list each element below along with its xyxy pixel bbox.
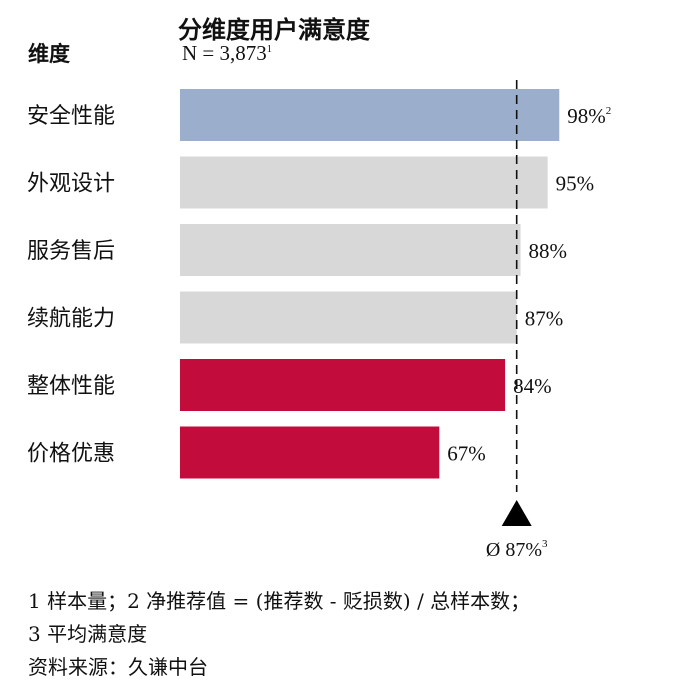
footnote-line-2: 3 平均满意度 (28, 622, 148, 646)
footnotes: 1 样本量；2 净推荐值 = (推荐数 - 贬损数) / 总样本数； 3 平均满… (28, 585, 530, 684)
chart-title: 分维度用户满意度 (178, 15, 370, 44)
category-label-5: 整体性能 (27, 374, 115, 399)
average-marker (501, 500, 532, 526)
value-label-6: 67% (447, 442, 486, 466)
category-label-3: 服务售后 (27, 239, 115, 264)
bar-2 (180, 156, 548, 209)
bar-6 (180, 426, 440, 479)
value-label-4: 87% (525, 307, 564, 331)
value-label-3: 88% (529, 239, 568, 263)
category-label-4: 续航能力 (27, 307, 115, 332)
category-label-1: 安全性能 (27, 104, 115, 129)
chart-subtitle: N = 3,8731 (182, 41, 272, 66)
footnote-line-1: 1 样本量；2 净推荐值 = (推荐数 - 贬损数) / 总样本数； (28, 589, 531, 613)
bar-1 (180, 89, 560, 141)
value-label-5: 84% (513, 374, 552, 398)
average-label: Ø 87%3 (486, 538, 548, 561)
sample-size: N = 3,873 (182, 41, 267, 65)
sample-size-footnote-mark: 1 (266, 44, 273, 55)
value-label-1: 98%2 (567, 104, 611, 128)
bar-5 (180, 359, 506, 411)
bar-chart: 安全性能 98%2 外观设计 95% 服务售后 88% 续航能力 87% 整体性能 84% 价格优惠… (27, 80, 611, 561)
bar-4 (180, 291, 517, 344)
category-label-2: 外观设计 (27, 172, 115, 197)
dimension-header: 维度 (28, 41, 70, 66)
value-label-2: 95% (556, 172, 595, 196)
source-note: 资料来源：久谦中台 (28, 655, 208, 679)
bar-3 (180, 224, 521, 276)
category-label-6: 价格优惠 (27, 442, 115, 467)
